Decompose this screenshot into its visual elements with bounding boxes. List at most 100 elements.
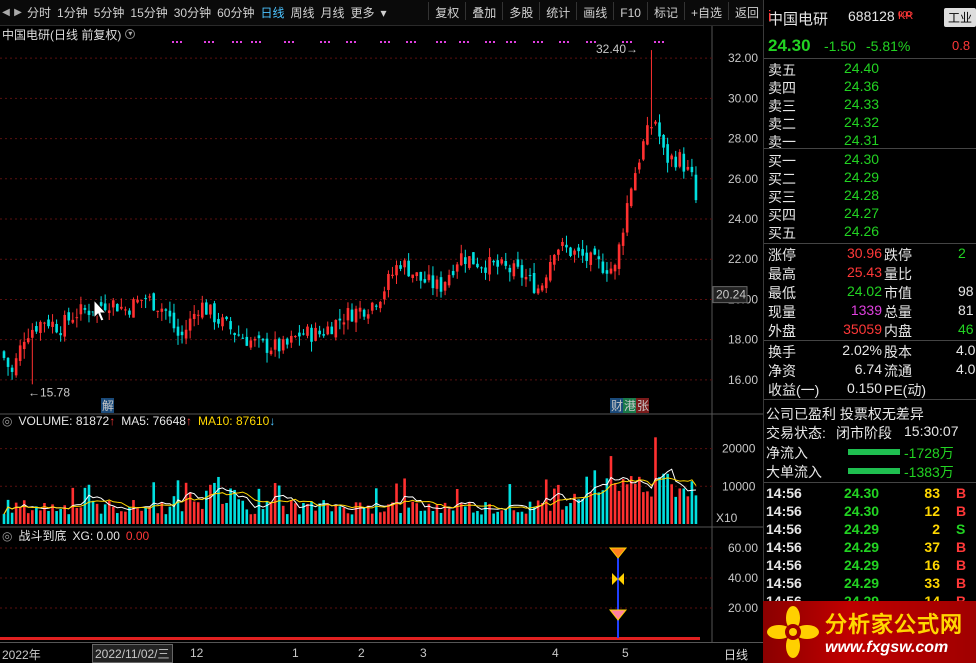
indicator-settings-icon[interactable]: ◎: [2, 528, 13, 543]
signal-dot: [586, 41, 588, 43]
tab-period[interactable]: 1分钟: [57, 5, 88, 20]
toolbar-separator: [576, 1, 578, 20]
high-price-label: 32.40→: [596, 42, 638, 56]
candle-body: [366, 314, 370, 319]
signal-dot: [236, 41, 238, 43]
candle-body: [585, 252, 588, 261]
volume-bar: [144, 507, 147, 524]
period-tabs: 分时 1分钟 5分钟 15分钟 30分钟 60分钟 日线 周线 月线 更多 ▾: [24, 2, 390, 24]
tick-volume: 16: [924, 557, 940, 573]
toolbar-button[interactable]: 统计: [546, 5, 571, 20]
candle-body: [51, 321, 54, 327]
volume-bar: [67, 514, 71, 524]
signal-dot: [459, 41, 461, 43]
volume-bar: [184, 482, 188, 524]
candle-body: [694, 174, 698, 201]
signal-dot: [658, 41, 660, 43]
volume-bar: [686, 496, 690, 524]
volume-bar: [472, 512, 475, 524]
sell-row: 卖五 24.40: [764, 60, 976, 78]
period-indicator[interactable]: 日线: [724, 648, 749, 662]
volume-tick: 10000: [722, 479, 756, 493]
buy-row: 买二 24.29: [764, 169, 976, 187]
tab-period[interactable]: 5分钟: [93, 5, 125, 20]
event-marker-finance[interactable]: 财: [611, 399, 623, 413]
volume-bar: [500, 510, 504, 524]
buy-price: 24.29: [844, 169, 880, 185]
volume-bar: [480, 514, 483, 524]
industry-value: 0.8: [952, 38, 971, 53]
toolbar-button[interactable]: 标记: [653, 5, 678, 20]
event-marker-hk[interactable]: 港: [624, 399, 636, 413]
toolbar-button[interactable]: 多股: [509, 5, 534, 20]
settings-icon[interactable]: ▾: [125, 29, 136, 39]
tab-period[interactable]: 月线: [320, 5, 345, 20]
volume-bar: [26, 513, 30, 524]
volume-bar: [476, 510, 479, 524]
tab-period[interactable]: 15分钟: [130, 5, 168, 20]
candle-body: [435, 279, 439, 289]
toolbar-button[interactable]: 画线: [583, 5, 608, 20]
candle-body: [285, 338, 289, 345]
event-marker-unlock[interactable]: 解: [102, 399, 114, 413]
tab-period[interactable]: 更多: [350, 5, 375, 20]
event-marker-rise[interactable]: 张: [637, 399, 649, 413]
volume-bar: [290, 500, 293, 524]
signal-dot: [232, 41, 234, 43]
volume-bar: [435, 504, 439, 524]
indicator-tick: 20.00: [728, 601, 758, 615]
volume-bar: [294, 503, 297, 524]
volume-bar: [156, 513, 160, 524]
prev-arrow-icon[interactable]: ◀: [2, 6, 10, 18]
candle-body: [621, 232, 625, 246]
candle-body: [330, 326, 334, 335]
volume-bar: [298, 514, 301, 524]
event-marker-unlock-bg: [101, 398, 114, 413]
tab-period[interactable]: 30分钟: [173, 5, 212, 20]
tab-period[interactable]: 分时: [27, 5, 52, 20]
volume-bar: [103, 504, 107, 524]
volume-bar: [269, 501, 273, 524]
candle-body: [273, 339, 277, 350]
tab-period[interactable]: 日线: [260, 5, 285, 20]
volume-bar: [492, 513, 495, 524]
stat-row: 最高 25.43 量比: [764, 264, 976, 282]
volume-settings-icon[interactable]: ◎: [2, 414, 13, 428]
candle-body: [391, 274, 394, 276]
volume-bar: [200, 508, 204, 524]
candle-body: [6, 357, 10, 367]
toolbar-button[interactable]: 返回: [734, 5, 759, 20]
xaxis-cursor-date: 2022/11/02/三: [92, 644, 173, 663]
volume-bar: [95, 503, 99, 524]
fin-label: 流通: [884, 363, 912, 379]
candle-body: [443, 282, 447, 291]
buy-label: 买五: [768, 225, 796, 241]
industry-tab[interactable]: 工业: [944, 8, 976, 27]
candle-body: [196, 314, 200, 316]
more-dropdown-icon[interactable]: ▾: [380, 5, 387, 20]
price-tick: 18.00: [728, 333, 758, 347]
price-change-pct: -5.81%: [866, 38, 911, 54]
tab-period[interactable]: 周线: [290, 5, 315, 20]
volume-bar: [306, 504, 309, 524]
candle-body: [14, 358, 18, 376]
candle-body: [334, 320, 338, 338]
tick-time: 14:56: [766, 575, 802, 591]
site-logo: 分析家公式网 www.fxgsw.com: [763, 601, 976, 663]
toolbar-button[interactable]: 复权: [435, 5, 460, 20]
candle-body: [83, 308, 87, 310]
signal-dot: [444, 41, 446, 43]
tick-time: 14:56: [766, 557, 802, 573]
tab-period[interactable]: 60分钟: [217, 5, 255, 20]
toolbar-button[interactable]: +自选: [690, 5, 722, 20]
sell-price: 24.36: [844, 78, 880, 94]
volume-bar: [370, 513, 374, 524]
buy-label: 买二: [768, 171, 796, 187]
kline-chart[interactable]: 32.00 30.00 28.00 26.00 24.00 22.00 20.00 18.00…: [0, 26, 763, 642]
next-arrow-icon[interactable]: ▶: [14, 6, 22, 18]
toolbar-button[interactable]: 叠加: [472, 5, 497, 20]
candle-body: [609, 268, 613, 274]
flower-logo-icon: [767, 606, 819, 658]
trade-status-row: 交易状态: 闭市阶段 15:30:07: [766, 423, 959, 441]
toolbar-button[interactable]: F10: [620, 5, 641, 20]
